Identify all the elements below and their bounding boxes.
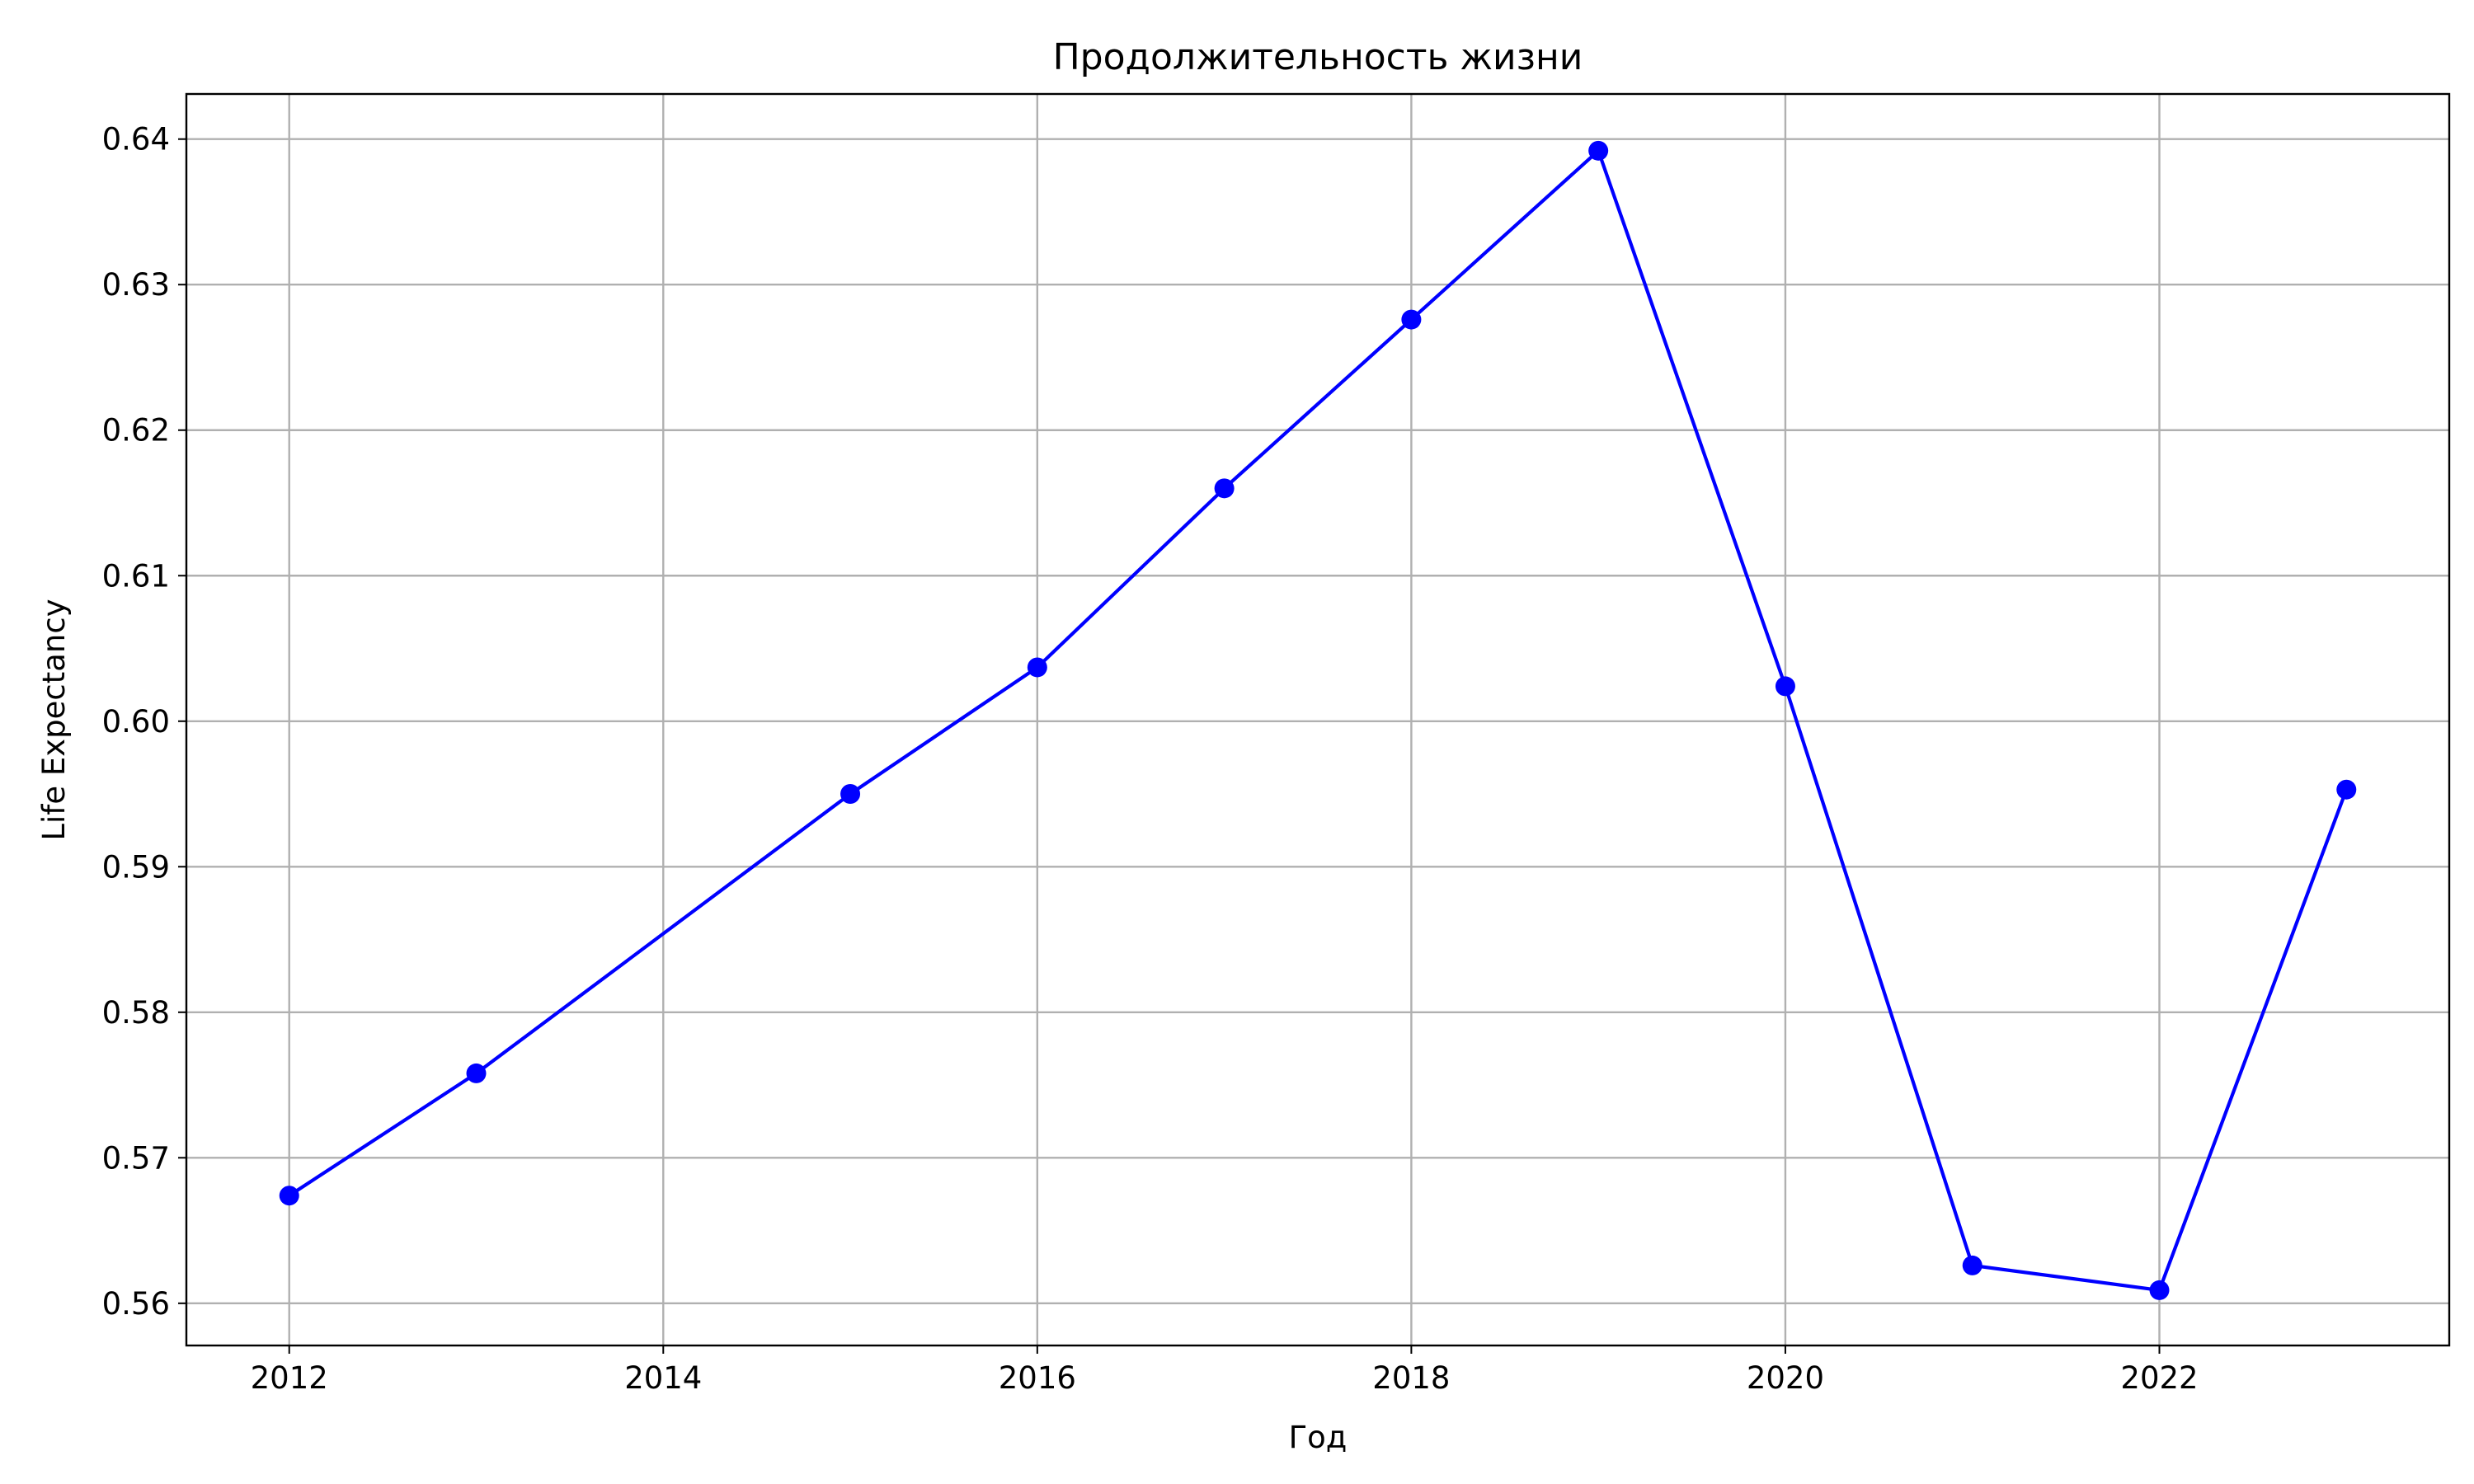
y-tick-label: 0.56 (102, 1286, 170, 1322)
data-point (840, 784, 861, 805)
x-tick-label: 2018 (1372, 1360, 1450, 1396)
data-point (1775, 676, 1795, 697)
data-point (1027, 657, 1047, 678)
y-tick-label: 0.61 (102, 558, 170, 594)
y-axis-label: Life Expectancy (36, 599, 72, 840)
data-point (1401, 309, 1422, 330)
x-tick-label: 2020 (1747, 1360, 1824, 1396)
y-tick-label: 0.57 (102, 1140, 170, 1176)
plot-frame (185, 92, 2451, 1347)
series-layer (279, 140, 2357, 1300)
data-point (2149, 1280, 2170, 1300)
x-axis-label: Год (1289, 1420, 1348, 1455)
x-tick-label: 2022 (2120, 1360, 2198, 1396)
x-tick-label: 2016 (999, 1360, 1076, 1396)
y-tick-label: 0.62 (102, 413, 170, 448)
data-point (1962, 1255, 1982, 1275)
y-tick-label: 0.60 (102, 704, 170, 740)
grid-layer (186, 94, 2449, 1345)
data-point (1588, 140, 1609, 161)
x-tick-label: 2014 (624, 1360, 702, 1396)
y-tick-label: 0.58 (102, 995, 170, 1031)
x-tick-label: 2012 (251, 1360, 328, 1396)
y-tick-label: 0.63 (102, 267, 170, 303)
chart-title: Продолжительность жизни (1053, 36, 1583, 78)
data-point (2336, 779, 2357, 800)
data-point (1214, 478, 1235, 499)
y-tick-label: 0.59 (102, 849, 170, 885)
data-point (466, 1063, 487, 1083)
data-point (279, 1186, 299, 1206)
y-tick-label: 0.64 (102, 122, 170, 157)
tick-layer: 2012 2014 2016 2018 2020 2022 0.56 0.57 0.58 0.59… (102, 122, 2199, 1396)
